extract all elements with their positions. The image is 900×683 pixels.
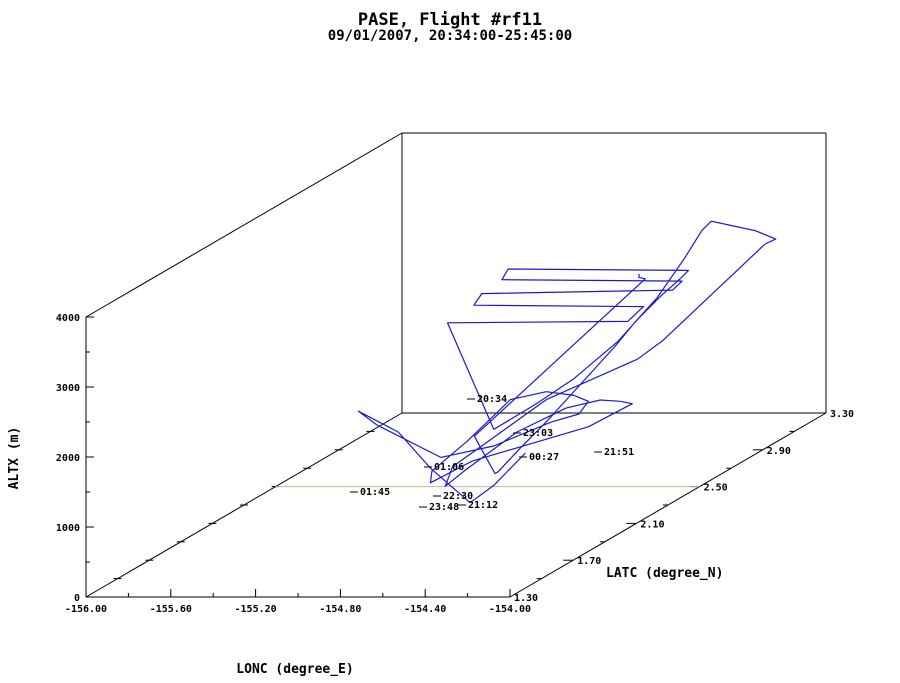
z-tick-label: 1000 [56,523,80,534]
time-label: 21:12 [468,500,498,511]
top-diagonal-edge [85,132,403,318]
x-tick-label: -156.00 [65,604,107,615]
chart-subtitle: 09/01/2007, 20:34:00-25:45:00 [328,28,572,44]
axis-ticks: -156.00 -155.60 -155.20 -154.80 -154.40 -154.… [56,313,854,615]
time-label: 00:27 [529,452,559,463]
plot-frame-box [85,132,827,598]
time-label: 01:45 [360,487,390,498]
x-tick-label: -154.00 [489,604,531,615]
y-tick-label: 2.50 [704,483,728,494]
y-tick-label: 3.30 [830,409,854,420]
time-labels: 20:34 23:03 00:27 21:51 01:06 01:45 22:3023:48… [350,394,634,513]
x-tick-label: -155.60 [150,604,192,615]
y-tick-label: 2.90 [767,446,791,457]
x-axis-label: LONC (degree_E) [236,662,353,677]
time-label: 23:03 [523,428,553,439]
z-tick-label: 3000 [56,383,80,394]
flight-track-line [357,220,777,504]
x-tick-label: -154.40 [404,604,446,615]
chart-title: PASE, Flight #rf11 [358,10,542,30]
y-tick-label: 1.30 [514,593,538,604]
z-tick-label: 0 [74,593,80,604]
time-label: 22:30 [443,491,473,502]
y-axis-label: LATC (degree_N) [606,566,723,581]
x-tick-label: -154.80 [319,604,361,615]
z-tick-label: 2000 [56,453,80,464]
z-axis-label: ALTX (m) [7,427,22,490]
flight-track [357,220,777,504]
time-label: 20:34 [477,394,507,405]
time-label: 23:48 [429,502,459,513]
time-label: 21:51 [604,447,634,458]
y-tick-label: 2.10 [640,519,664,530]
x-tick-label: -155.20 [235,604,277,615]
z-tick-label: 4000 [56,313,80,324]
y-tick-label: 1.70 [577,556,601,567]
time-label: 01:06 [434,462,464,473]
